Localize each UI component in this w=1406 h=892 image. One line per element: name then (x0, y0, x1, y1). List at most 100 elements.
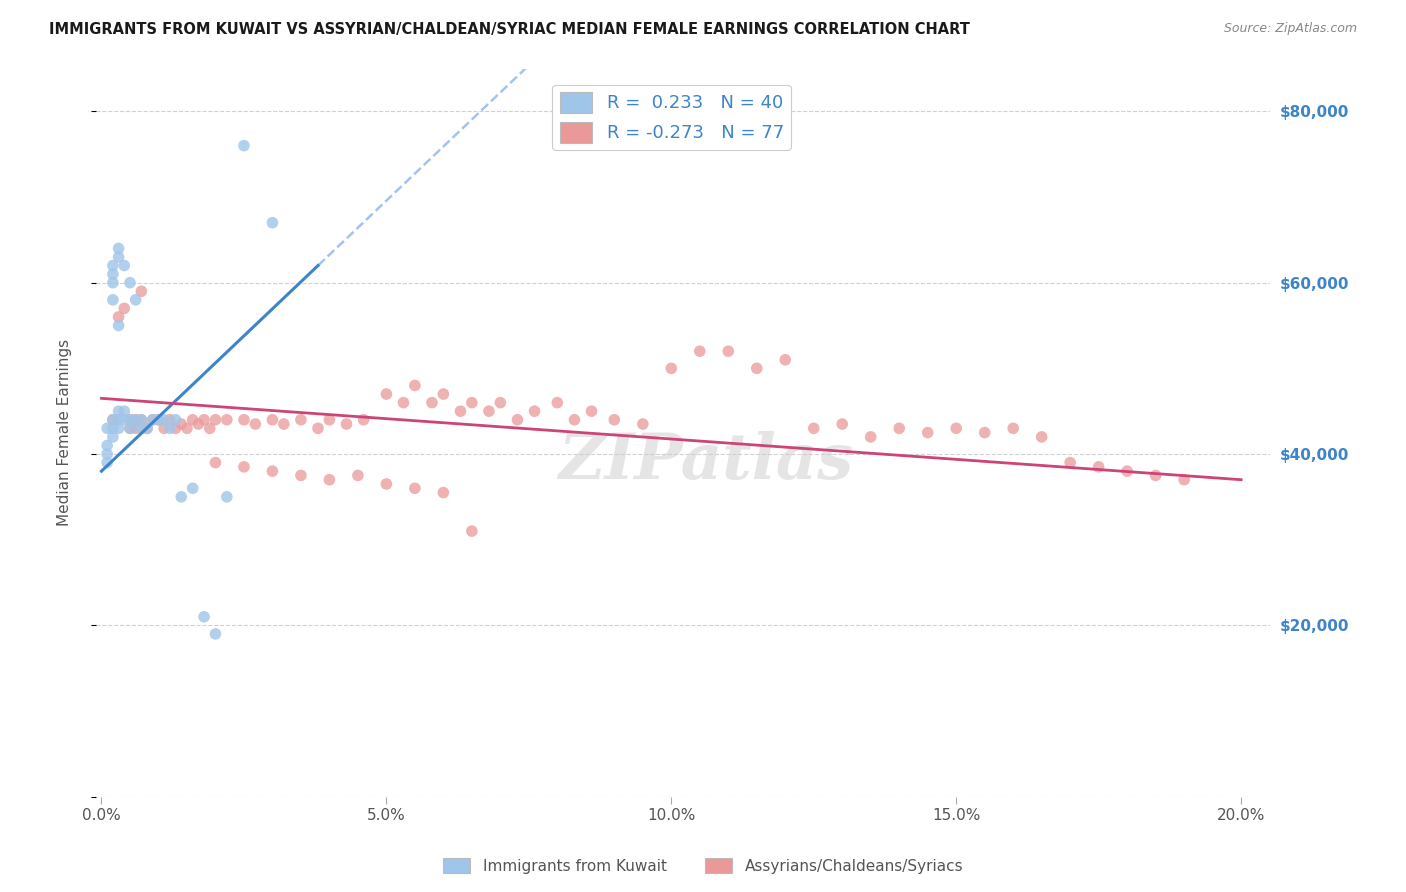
Point (148, 413, 170, 427)
Point (262, 216, 284, 230)
Point (118, 413, 141, 427)
Point (131, 285, 153, 299)
Point (124, 293, 146, 307)
Point (546, 395, 568, 409)
Point (233, 138, 256, 153)
Point (187, 417, 209, 431)
Point (745, 361, 768, 376)
Point (131, 413, 153, 427)
Point (107, 250, 129, 264)
Point (404, 481, 426, 495)
Point (204, 413, 226, 427)
Point (176, 421, 198, 435)
Point (917, 425, 939, 440)
Point (101, 413, 124, 427)
Point (159, 413, 181, 427)
Point (153, 421, 176, 435)
Point (107, 404, 129, 418)
Point (101, 430, 124, 444)
Point (215, 413, 238, 427)
Point (1059, 456, 1081, 470)
Point (148, 413, 170, 427)
Point (506, 413, 529, 427)
Point (432, 485, 454, 500)
Point (101, 421, 124, 435)
Point (198, 421, 221, 435)
Point (96, 447, 118, 461)
Point (107, 413, 129, 427)
Point (112, 404, 135, 418)
Legend: Immigrants from Kuwait, Assyrians/Chaldeans/Syriacs: Immigrants from Kuwait, Assyrians/Chalde… (437, 852, 969, 880)
Point (273, 417, 295, 431)
Point (859, 430, 882, 444)
Point (290, 413, 312, 427)
Point (142, 413, 165, 427)
Point (118, 276, 141, 290)
Point (181, 481, 204, 495)
Point (101, 259, 124, 273)
Point (112, 259, 135, 273)
Point (717, 344, 740, 359)
Point (107, 310, 129, 324)
Point (1173, 473, 1195, 487)
Point (204, 456, 226, 470)
Point (262, 464, 284, 478)
Point (101, 293, 124, 307)
Point (347, 468, 370, 483)
Point (775, 352, 797, 367)
Point (461, 395, 484, 409)
Point (478, 404, 501, 418)
Point (290, 468, 312, 483)
Point (1087, 459, 1109, 474)
Point (233, 459, 256, 474)
Point (193, 609, 215, 624)
Point (112, 413, 135, 427)
Point (803, 421, 825, 435)
Point (96, 421, 118, 435)
Point (318, 473, 340, 487)
Point (564, 413, 586, 427)
Point (124, 413, 146, 427)
Text: ZIPatlas: ZIPatlas (558, 431, 853, 492)
Point (107, 421, 129, 435)
Point (107, 241, 129, 255)
Point (118, 413, 141, 427)
Point (461, 524, 484, 538)
Point (118, 421, 141, 435)
Point (101, 276, 124, 290)
Point (215, 490, 238, 504)
Point (420, 395, 443, 409)
Point (1116, 464, 1139, 478)
Point (124, 413, 146, 427)
Point (131, 413, 153, 427)
Point (631, 417, 654, 431)
Point (889, 421, 911, 435)
Point (112, 301, 135, 316)
Point (142, 413, 165, 427)
Point (96, 438, 118, 452)
Point (204, 627, 226, 641)
Point (603, 413, 626, 427)
Point (831, 417, 853, 431)
Point (307, 421, 329, 435)
Point (432, 387, 454, 401)
Point (392, 395, 415, 409)
Text: IMMIGRANTS FROM KUWAIT VS ASSYRIAN/CHALDEAN/SYRIAC MEDIAN FEMALE EARNINGS CORREL: IMMIGRANTS FROM KUWAIT VS ASSYRIAN/CHALD… (49, 22, 970, 37)
Point (165, 421, 187, 435)
Point (118, 421, 141, 435)
Point (136, 421, 159, 435)
Point (375, 477, 398, 491)
Point (101, 413, 124, 427)
Point (335, 417, 357, 431)
Point (153, 413, 176, 427)
Point (124, 421, 146, 435)
Point (581, 404, 603, 418)
Point (262, 413, 284, 427)
Point (659, 361, 682, 376)
Y-axis label: Median Female Earnings: Median Female Earnings (58, 339, 72, 526)
Point (489, 395, 512, 409)
Point (945, 421, 967, 435)
Text: Source: ZipAtlas.com: Source: ZipAtlas.com (1223, 22, 1357, 36)
Point (353, 413, 375, 427)
Point (375, 387, 398, 401)
